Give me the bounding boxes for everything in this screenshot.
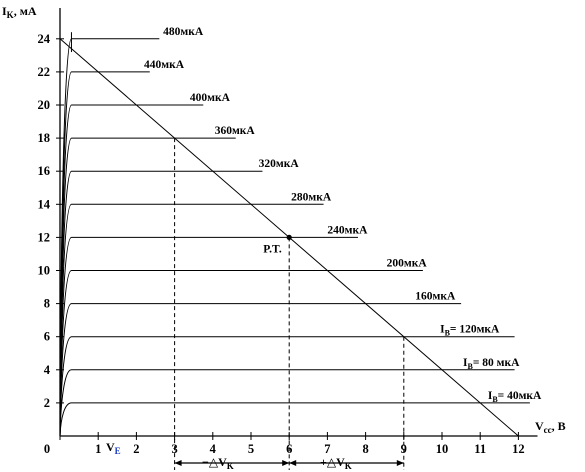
curve-label: 440мкА (144, 59, 185, 71)
y-tick-label: 20 (38, 98, 51, 112)
curve-ib (59, 38, 160, 437)
ve-label: VE (106, 440, 121, 456)
curve-ib (59, 137, 236, 437)
delta-right-arrow-head-left (289, 460, 297, 466)
y-tick-label: 16 (38, 164, 51, 178)
curve-ib (59, 270, 423, 437)
y-tick-label: 22 (38, 65, 51, 79)
delta-left-label: −△VK (202, 455, 234, 471)
y-tick-label: 6 (44, 330, 50, 344)
marker-lines (174, 138, 405, 470)
delta-left-arrow-head-left (174, 460, 182, 466)
curve-label: IB= 40мкА (488, 390, 542, 404)
x-tick-label: 12 (512, 442, 525, 456)
x-tick-label: 11 (474, 442, 486, 456)
curve-label: 160мкА (415, 291, 456, 303)
curve-ib (59, 203, 324, 437)
delta-left-arrow-head-right (282, 460, 290, 466)
curve-ib (59, 336, 515, 437)
curve-label: IB= 80 мкА (463, 357, 520, 371)
x-tick-label: 4 (210, 442, 217, 456)
y-tick-label: 8 (44, 297, 50, 311)
y-tick-label: 2 (44, 396, 50, 410)
characteristic-curves (59, 32, 530, 437)
x-tick-label: 5 (248, 442, 254, 456)
delta-right-label: +△VK (320, 455, 352, 471)
x-axis-title: Vcc, B (535, 419, 566, 435)
x-tick-label: 0 (44, 442, 50, 456)
curve-label: 480мкА (163, 26, 204, 38)
axes: 012345678910111224681012141618202224 (38, 8, 538, 456)
curve-label: IB= 120мкА (440, 324, 500, 338)
x-tick-label: 7 (324, 442, 330, 456)
y-tick-label: 4 (44, 363, 51, 377)
y-tick-label: 24 (38, 32, 51, 46)
curve-labels: IB= 40мкА IB= 80 мкА IB= 120мкА 160мкА 200мк… (144, 26, 542, 404)
operating-point-label: P.T. (263, 243, 282, 255)
x-tick-label: 1 (95, 442, 101, 456)
curve-label: 360мкА (215, 125, 256, 137)
x-tick-label: 8 (362, 442, 368, 456)
curve-ib (59, 71, 150, 437)
y-tick-label: 10 (38, 264, 51, 278)
x-tick-label: 2 (133, 442, 139, 456)
curve-label: 240мкА (327, 224, 368, 236)
delta-right-arrow-head-right (396, 460, 404, 466)
curve-ib (59, 402, 530, 437)
x-tick-label: 10 (436, 442, 449, 456)
y-axis-title: IK, мА (2, 4, 37, 20)
y-tick-label: 14 (38, 197, 51, 211)
y-tick-label: 12 (38, 230, 51, 244)
curve-label: 280мкА (291, 191, 332, 203)
curve-label: 400мкА (190, 92, 231, 104)
curve-label: 200мкА (387, 258, 428, 270)
curve-label: 320мкА (259, 158, 300, 170)
y-tick-label: 18 (38, 131, 51, 145)
